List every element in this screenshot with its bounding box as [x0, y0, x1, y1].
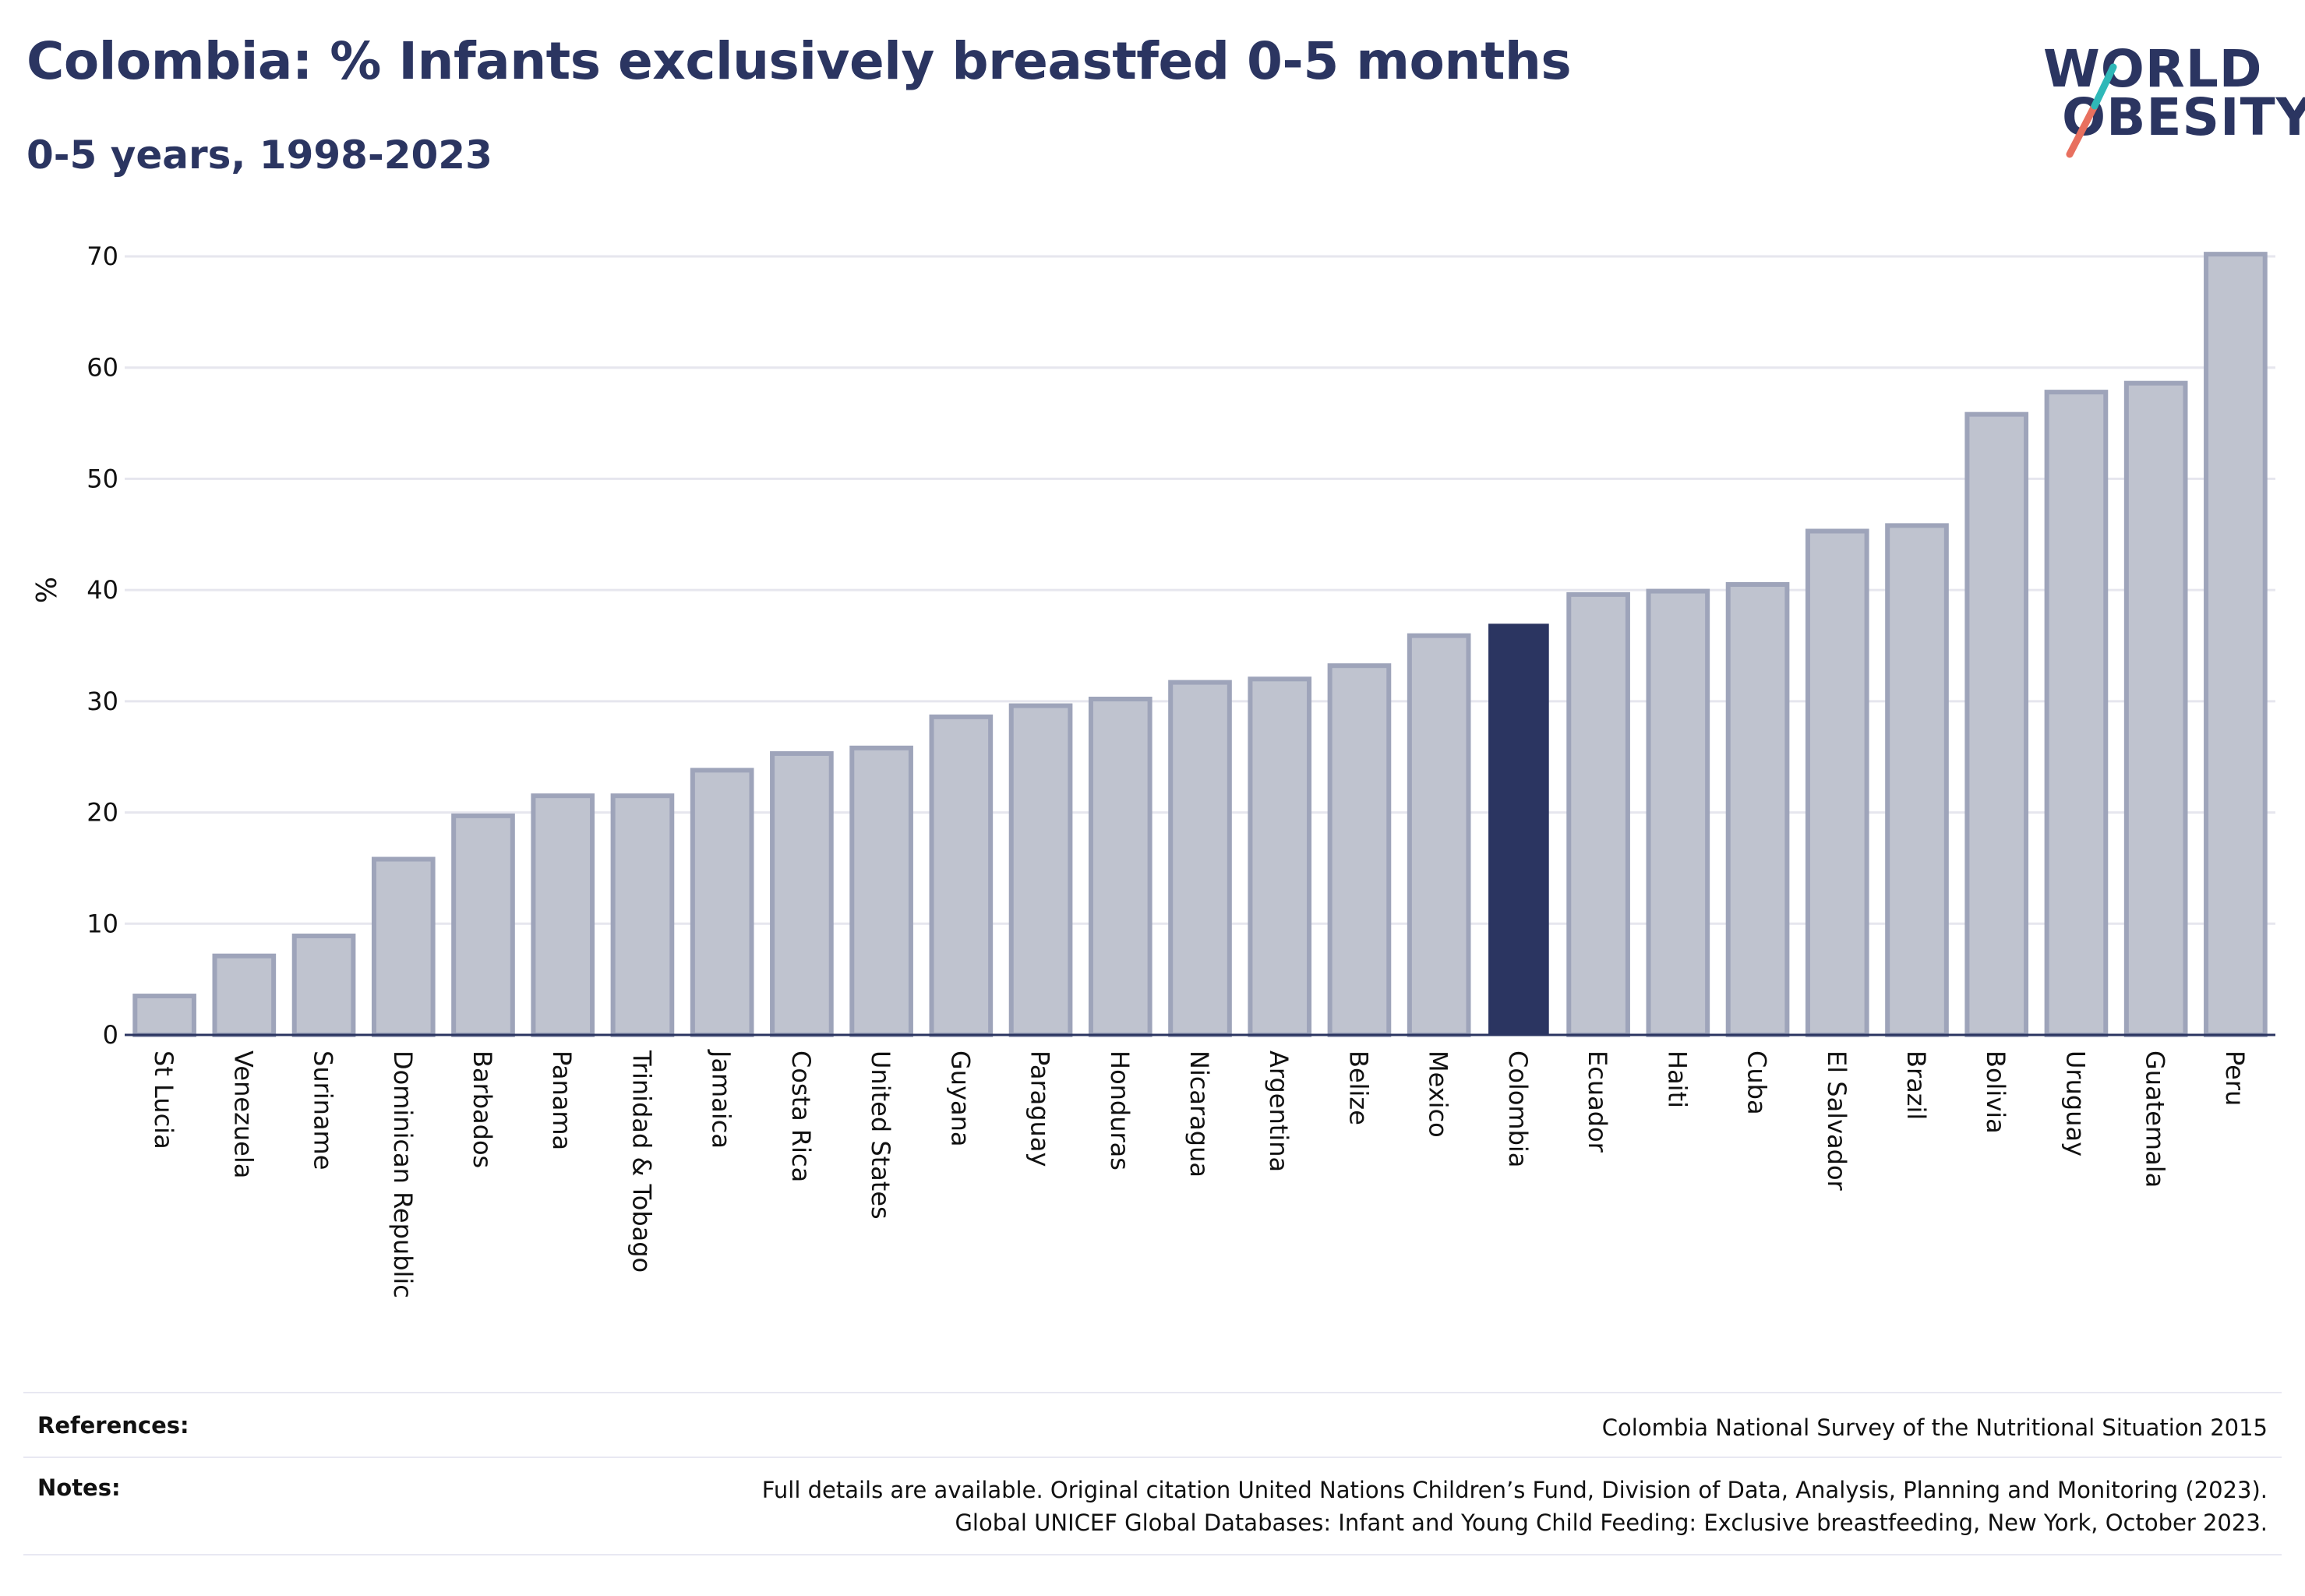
x-tick-label: Brazil	[1901, 1050, 1931, 1120]
x-tick-label: Haiti	[1662, 1050, 1692, 1108]
chart-title: Colombia: % Infants exclusively breastfe…	[26, 31, 1572, 91]
x-tick-label: Panama	[547, 1050, 577, 1150]
footer-divider	[23, 1554, 2282, 1555]
y-tick-label: 10	[86, 909, 118, 938]
chart-subtitle: 0-5 years, 1998-2023	[26, 132, 492, 178]
x-tick-label: Nicaragua	[1184, 1050, 1214, 1178]
y-tick-label: 70	[86, 242, 118, 271]
references-label: References:	[37, 1412, 189, 1439]
y-tick-label: 60	[86, 353, 118, 383]
y-tick-label: 50	[86, 464, 118, 493]
bar	[531, 793, 595, 1038]
x-tick-label: El Salvador	[1822, 1050, 1851, 1192]
x-tick-label: United States	[866, 1050, 895, 1220]
bar-chart: 0 10 20 30 40 50 60 70% St Lucia Venezuela Surinam…	[31, 242, 2275, 1298]
logo-slash-icon	[2066, 63, 2117, 158]
bar	[1964, 411, 2029, 1037]
y-axis-title: %	[31, 577, 63, 603]
bar	[849, 745, 913, 1037]
x-tick-label: Bolivia	[1981, 1050, 2010, 1134]
bar	[212, 953, 277, 1037]
bar	[2123, 380, 2188, 1038]
bar	[2204, 252, 2268, 1038]
references-text: Colombia National Survey of the Nutritio…	[1601, 1414, 2268, 1441]
bar	[929, 714, 994, 1038]
bar	[690, 768, 754, 1038]
y-tick-label: 0	[103, 1020, 118, 1050]
x-tick-label: Ecuador	[1583, 1050, 1612, 1153]
x-tick-label: Trinidad & Tobago	[627, 1050, 656, 1273]
bar	[1566, 591, 1630, 1037]
bar	[770, 750, 834, 1037]
x-tick-label: Paraguay	[1025, 1050, 1055, 1167]
x-tick-label: Costa Rica	[786, 1050, 816, 1182]
bar	[371, 856, 436, 1037]
bar	[2044, 390, 2109, 1037]
references-row: References: Colombia National Survey of …	[23, 1412, 2282, 1451]
notes-label: Notes:	[37, 1474, 121, 1501]
x-tick-label: Uruguay	[2060, 1050, 2090, 1156]
x-tick-label: Honduras	[1105, 1050, 1135, 1171]
x-tick-label: Barbados	[468, 1050, 497, 1168]
footer-divider	[23, 1392, 2282, 1393]
bar	[291, 933, 356, 1038]
y-tick-label: 20	[86, 798, 118, 828]
x-tick-label: Guatemala	[2141, 1050, 2170, 1188]
bar	[1885, 523, 1949, 1037]
bar	[1407, 633, 1471, 1037]
x-tick-label: Suriname	[309, 1050, 338, 1170]
x-tick-label: Dominican Republic	[388, 1050, 418, 1298]
bar	[1327, 663, 1392, 1038]
logo-word-world: WORLD	[2043, 39, 2263, 99]
bar	[1248, 676, 1312, 1037]
world-obesity-logo: WORLD OBESITY	[2026, 31, 2305, 171]
notes-line-1: Full details are available. Original cit…	[761, 1477, 2268, 1503]
bar	[1008, 703, 1073, 1038]
bar	[610, 793, 675, 1038]
x-tick-label: Venezuela	[228, 1050, 258, 1178]
x-tick-label: Argentina	[1264, 1050, 1294, 1172]
bar	[1725, 582, 1790, 1037]
bar-highlight	[1488, 623, 1549, 1036]
x-tick-label: Jamaica	[707, 1049, 736, 1149]
notes-line-2: Global UNICEF Global Databases: Infant a…	[955, 1509, 2268, 1536]
bar	[132, 994, 196, 1037]
x-tick-label: Mexico	[1424, 1050, 1453, 1138]
x-tick-label: Guyana	[945, 1050, 975, 1147]
x-tick-label: Colombia	[1503, 1050, 1533, 1167]
y-tick-label: 30	[86, 687, 118, 716]
x-tick-label: St Lucia	[149, 1050, 178, 1149]
bar	[1646, 588, 1710, 1037]
bar	[1088, 697, 1152, 1037]
x-tick-label: Cuba	[1742, 1050, 1772, 1115]
bar	[1805, 528, 1869, 1037]
y-tick-label: 40	[86, 575, 118, 605]
x-tick-label: Peru	[2220, 1050, 2250, 1106]
footer-divider	[23, 1457, 2282, 1458]
bar	[1168, 680, 1232, 1037]
bar	[451, 813, 515, 1037]
notes-row: Notes: Full details are available. Origi…	[23, 1474, 2282, 1545]
x-tick-label: Belize	[1343, 1050, 1373, 1125]
